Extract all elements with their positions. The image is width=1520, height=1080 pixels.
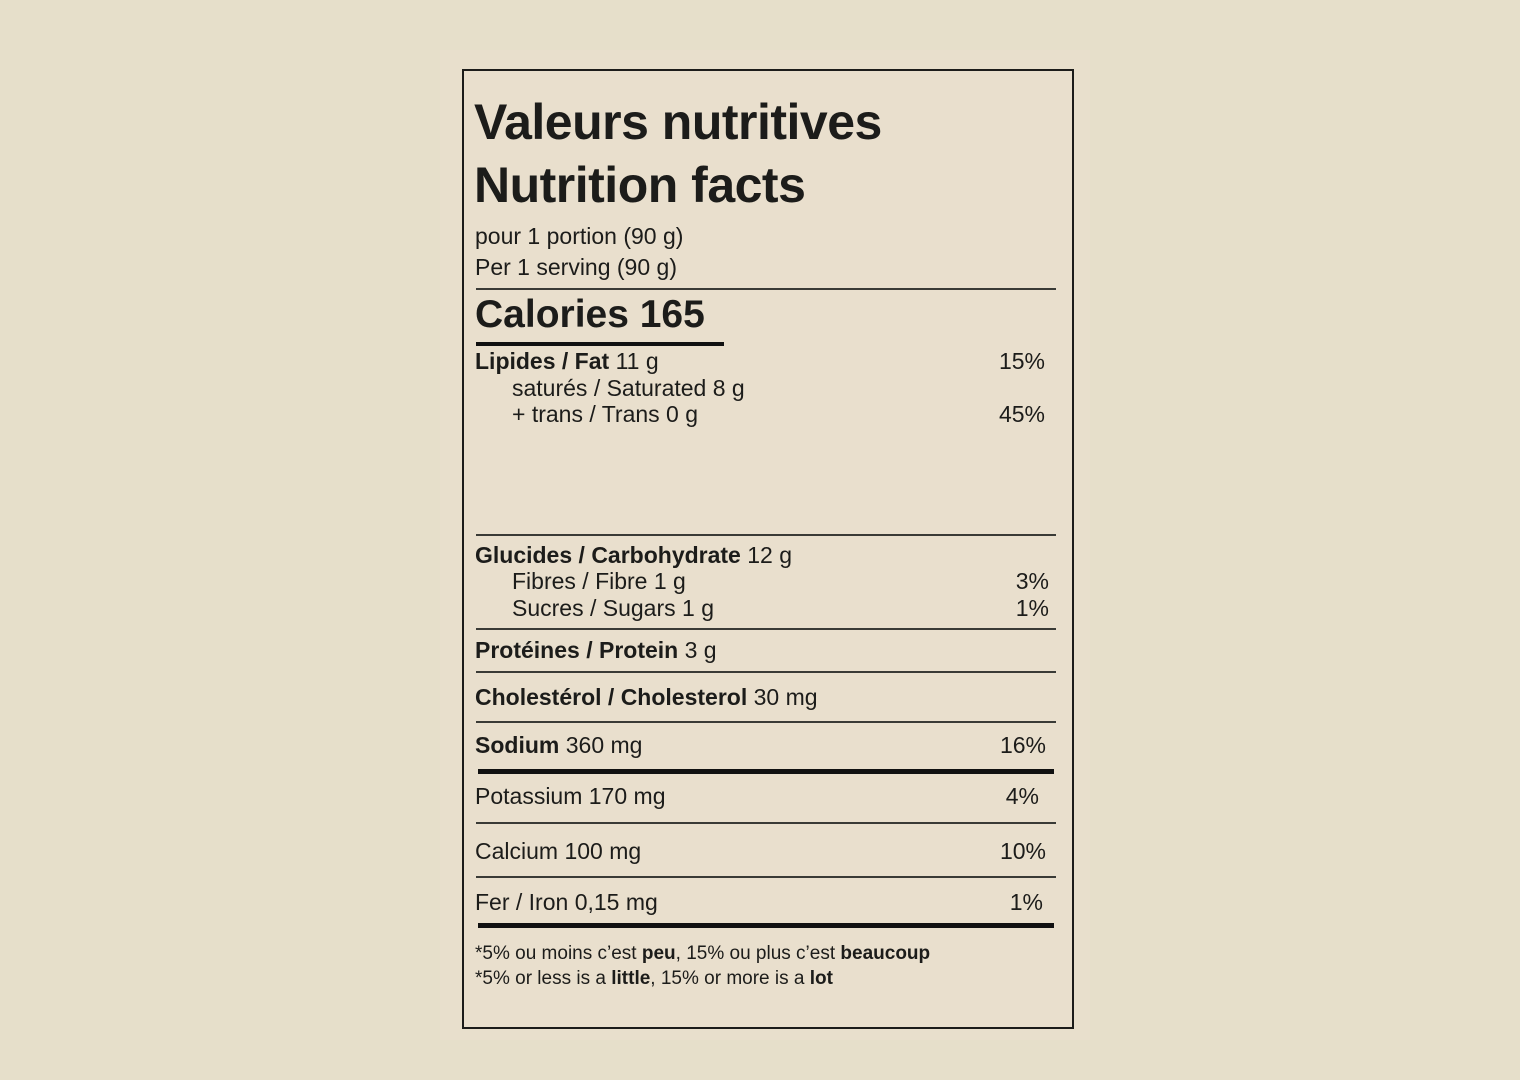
divider: [476, 534, 1056, 536]
thick-divider: [478, 769, 1054, 774]
footnote-fr: *5% ou moins c’est peu, 15% ou plus c’es…: [475, 943, 931, 964]
nutrition-facts-label: Valeurs nutritives Nutrition facts pour …: [462, 69, 1074, 1029]
nutrient-row-sodium: Sodium 360 mg 16%: [475, 732, 1046, 758]
title-fr: Valeurs nutritives: [474, 94, 882, 150]
calories-underline: [476, 342, 724, 346]
divider: [476, 721, 1056, 723]
nutrient-row-calcium: Calcium 100 mg 10%: [475, 838, 1046, 864]
nutrient-row-potassium: Potassium 170 mg 4%: [475, 783, 1039, 809]
nutrient-row-protein: Protéines / Protein 3 g: [475, 637, 717, 663]
divider: [476, 822, 1056, 824]
nutrient-row-carbohydrate: Glucides / Carbohydrate 12 g: [475, 542, 793, 568]
nutrient-row-trans: + trans / Trans 0 g 45%: [512, 401, 1045, 427]
nutrient-row-iron: Fer / Iron 0,15 mg 1%: [475, 889, 1043, 915]
thick-divider: [478, 923, 1054, 928]
divider: [476, 628, 1056, 630]
serving-size-en: Per 1 serving (90 g): [475, 254, 677, 280]
divider: [476, 876, 1056, 878]
divider: [476, 288, 1056, 290]
nutrient-row-saturated: saturés / Saturated 8 g: [512, 375, 745, 401]
footnote-en: *5% or less is a little, 15% or more is …: [475, 968, 833, 989]
nutrient-row-cholesterol: Cholestérol / Cholesterol 30 mg: [475, 684, 818, 710]
divider: [476, 671, 1056, 673]
title-en: Nutrition facts: [474, 157, 806, 213]
nutrient-row-sugars: Sucres / Sugars 1 g 1%: [512, 595, 1049, 621]
calories: Calories 165: [475, 293, 705, 336]
nutrient-row-fibre: Fibres / Fibre 1 g 3%: [512, 568, 1049, 594]
nutrient-row-fat: Lipides / Fat 11 g 15%: [475, 348, 1045, 374]
serving-size-fr: pour 1 portion (90 g): [475, 223, 684, 249]
